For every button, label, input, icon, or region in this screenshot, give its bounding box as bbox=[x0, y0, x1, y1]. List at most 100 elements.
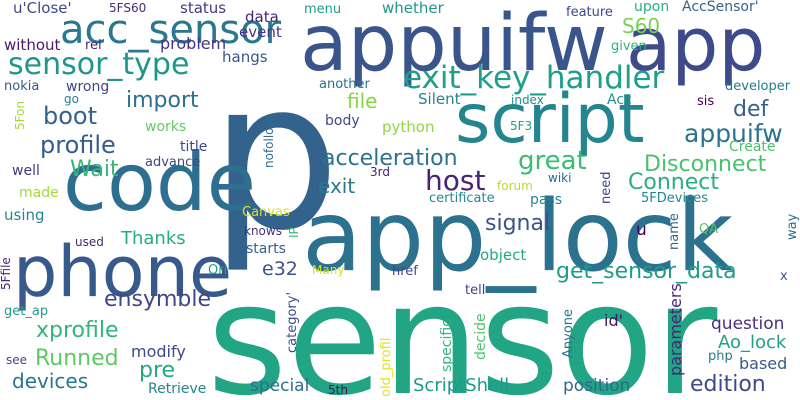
cloud-word-sensor-type: sensor_type bbox=[8, 47, 190, 82]
cloud-word-href: href bbox=[392, 264, 418, 279]
cloud-word-5fs60: 5FS60 bbox=[109, 1, 147, 15]
cloud-word-anyone: Anyone bbox=[561, 308, 576, 358]
cloud-word-5ffile: 5Ffile bbox=[0, 257, 13, 290]
cloud-word-modify: modify bbox=[131, 342, 186, 361]
cloud-word-rel: rel bbox=[85, 38, 102, 53]
cloud-word-status: status bbox=[180, 0, 227, 17]
cloud-word-go: go bbox=[64, 92, 79, 106]
cloud-word-connect: Connect bbox=[628, 170, 719, 195]
cloud-word-event: event bbox=[239, 23, 282, 41]
cloud-word-p: p bbox=[210, 38, 341, 276]
cloud-word-pre: pre bbox=[139, 358, 176, 383]
cloud-word-forum: forum bbox=[497, 179, 533, 193]
cloud-word-silent: Silent bbox=[418, 90, 461, 108]
cloud-word-thanks: Thanks bbox=[121, 228, 186, 249]
cloud-word-acc-sensor: acc_sensor bbox=[60, 7, 282, 53]
cloud-word-xprofile: xprofile bbox=[36, 318, 119, 343]
cloud-word-specific: specific bbox=[439, 319, 455, 372]
cloud-word-import: import bbox=[126, 88, 199, 113]
cloud-word-appuifw-medium: appuifw bbox=[684, 119, 783, 148]
cloud-word-special: special bbox=[250, 376, 310, 396]
cloud-word-5fdevices: 5FDevices bbox=[641, 191, 708, 206]
cloud-word-menu: menu bbox=[304, 2, 342, 17]
cloud-word-old-profil: old_profil bbox=[379, 337, 394, 397]
cloud-word-used: used bbox=[75, 235, 104, 249]
cloud-word-pass: pass bbox=[530, 192, 563, 208]
cloud-word-5th: 5th bbox=[328, 383, 348, 397]
cloud-word-retrieve: Retrieve bbox=[148, 381, 207, 397]
cloud-word-ori: Ori bbox=[208, 263, 228, 278]
cloud-word-exit: exit bbox=[318, 174, 356, 198]
cloud-word-starts: starts bbox=[246, 241, 286, 257]
cloud-word-phone: phone bbox=[13, 231, 233, 313]
cloud-word-exit-key-handler: exit_key_handler bbox=[403, 60, 665, 96]
cloud-word-app: app bbox=[626, 2, 766, 88]
cloud-word-host: host bbox=[425, 164, 486, 197]
cloud-word-wiki: wiki bbox=[548, 171, 572, 185]
cloud-word-get-sensor-data: get_sensor_data bbox=[556, 259, 737, 284]
cloud-word-name: name bbox=[667, 213, 682, 250]
cloud-word-def: def bbox=[733, 97, 769, 122]
cloud-word-u-close: u'Close' bbox=[13, 0, 72, 17]
cloud-word-knows: knows bbox=[244, 224, 282, 238]
cloud-word-another: another bbox=[319, 77, 370, 92]
cloud-word-code: code bbox=[63, 136, 256, 229]
cloud-word-many: Many bbox=[312, 263, 345, 277]
cloud-word-see: see bbox=[6, 353, 28, 367]
cloud-word-scriptshell: ScriptShell bbox=[413, 375, 510, 396]
cloud-word-nofollow: nofollow bbox=[262, 117, 276, 168]
cloud-word-problem: problem bbox=[160, 34, 227, 53]
cloud-word-acc: Acc bbox=[607, 92, 632, 108]
cloud-word-create: Create bbox=[729, 139, 776, 155]
cloud-word-using: using bbox=[4, 206, 45, 224]
cloud-word-app-lock: app_lock bbox=[302, 180, 734, 294]
cloud-word-ao-lock: Ao_lock bbox=[718, 332, 787, 353]
cloud-word-get-ap: get_ap bbox=[4, 304, 49, 319]
cloud-word-disconnect: Disconnect bbox=[644, 152, 767, 177]
cloud-word-edition: edition bbox=[690, 372, 766, 397]
cloud-word-ensymble: ensymble bbox=[104, 287, 212, 312]
cloud-word-works: works bbox=[145, 119, 187, 135]
cloud-word-e32: e32 bbox=[262, 258, 298, 280]
cloud-word-ip: IP bbox=[287, 227, 301, 238]
cloud-word-certificate: certificate bbox=[429, 191, 495, 206]
cloud-word-body: body bbox=[325, 113, 360, 129]
cloud-word-well: well bbox=[12, 163, 40, 179]
cloud-word-acceleration: acceleration bbox=[322, 146, 458, 171]
cloud-word-without: without bbox=[4, 36, 61, 54]
cloud-word-python: python bbox=[382, 118, 435, 136]
cloud-word-made: made bbox=[19, 185, 59, 201]
cloud-word-x: x bbox=[780, 269, 788, 284]
cloud-word-canvas: Canvas bbox=[242, 205, 290, 220]
cloud-word-file: file bbox=[347, 89, 378, 113]
cloud-word-developer: developer bbox=[725, 79, 791, 94]
cloud-word-category: category' bbox=[285, 291, 300, 353]
cloud-word-s60: S60 bbox=[622, 14, 661, 38]
cloud-word-wrong: wrong bbox=[66, 79, 110, 95]
cloud-word-boot: boot bbox=[43, 102, 98, 130]
cloud-word-index: index bbox=[511, 93, 544, 107]
cloud-word-based: based bbox=[739, 354, 788, 373]
cloud-word-question: question bbox=[711, 314, 785, 334]
cloud-word-3rd: 3rd bbox=[370, 165, 390, 179]
cloud-word-title: title bbox=[180, 139, 208, 155]
cloud-word-runned: Runned bbox=[35, 346, 119, 371]
cloud-word-accsensor: AccSensor' bbox=[682, 0, 759, 15]
cloud-word-id: id' bbox=[604, 311, 623, 330]
cloud-word-5fon: 5Fon bbox=[13, 100, 27, 130]
cloud-word-way: way bbox=[785, 213, 800, 240]
cloud-word-tell: tell bbox=[465, 283, 486, 298]
cloud-word-nokia: nokia bbox=[4, 79, 40, 94]
cloud-word-position: position bbox=[563, 376, 631, 396]
cloud-word-php: php bbox=[708, 349, 733, 364]
cloud-word-object: object bbox=[480, 246, 527, 264]
cloud-word-upon: upon bbox=[634, 0, 670, 15]
cloud-word-need: need bbox=[599, 171, 614, 205]
cloud-word-wait: Wait bbox=[70, 157, 119, 182]
cloud-word-u: u bbox=[636, 220, 647, 240]
cloud-word-advance: advance bbox=[145, 155, 201, 170]
cloud-word-appuifw-large: appuifw bbox=[300, 0, 608, 89]
cloud-word-parameters: parameters bbox=[666, 283, 685, 376]
cloud-word-script: script bbox=[455, 80, 645, 159]
